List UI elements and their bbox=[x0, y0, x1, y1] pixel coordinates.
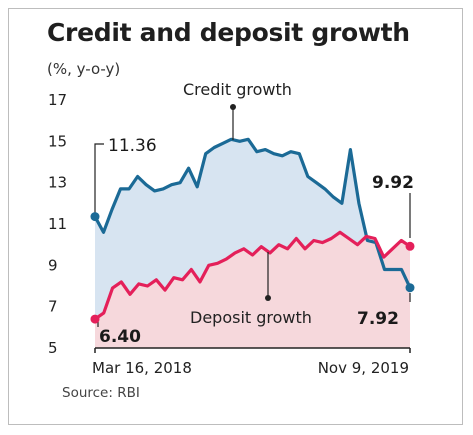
deposit-start-marker bbox=[90, 314, 100, 324]
y-tick-label: 13 bbox=[48, 174, 67, 192]
end-markers bbox=[90, 212, 415, 324]
y-tick-label: 9 bbox=[48, 256, 58, 274]
credit-label-dot bbox=[230, 104, 236, 110]
y-axis-tick-labels: 17 15 13 11 9 7 5 bbox=[48, 91, 67, 357]
deposit-end-marker bbox=[405, 241, 415, 251]
deposit-series-label: Deposit growth bbox=[190, 252, 312, 327]
source-note: Source: RBI bbox=[62, 385, 140, 401]
chart-subtitle: (%, y-o-y) bbox=[47, 60, 121, 78]
area-fills bbox=[95, 139, 410, 348]
credit-growth-line bbox=[93, 137, 412, 289]
series-lines bbox=[93, 137, 412, 321]
credit-series-name: Credit growth bbox=[183, 80, 292, 99]
x-axis-start-label: Mar 16, 2018 bbox=[92, 359, 192, 377]
y-tick-label: 5 bbox=[48, 339, 58, 357]
credit-end-marker bbox=[405, 283, 415, 293]
deposit-growth-line bbox=[94, 230, 411, 321]
x-axis-end-label: Nov 9, 2019 bbox=[318, 359, 409, 377]
deposit-start-value: 6.40 bbox=[99, 327, 141, 347]
deposit-label-dot bbox=[265, 295, 271, 301]
credit-start-marker bbox=[90, 212, 100, 222]
y-tick-label: 7 bbox=[48, 298, 58, 316]
deposit-end-value: 9.92 bbox=[372, 173, 414, 193]
chart-title: Credit and deposit growth bbox=[47, 18, 410, 47]
credit-start-leader bbox=[94, 143, 104, 214]
credit-start-value: 11.36 bbox=[108, 136, 157, 156]
deposit-area-fill bbox=[95, 232, 410, 348]
y-tick-label: 15 bbox=[48, 132, 67, 150]
credit-end-value: 7.92 bbox=[357, 309, 399, 329]
y-tick-label: 11 bbox=[48, 215, 67, 233]
deposit-series-name: Deposit growth bbox=[190, 308, 312, 327]
y-tick-label: 17 bbox=[48, 91, 67, 109]
credit-series-label: Credit growth bbox=[183, 80, 292, 140]
